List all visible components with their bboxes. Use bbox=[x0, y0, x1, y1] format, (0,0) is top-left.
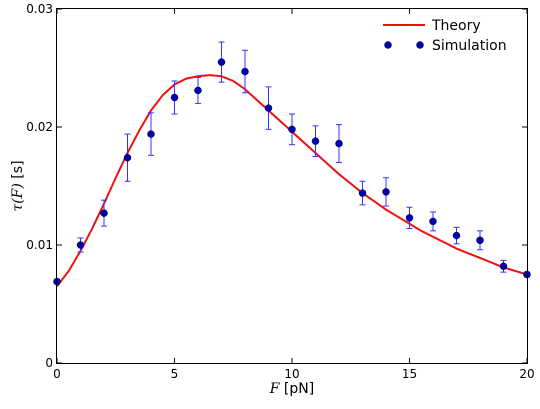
simulation-point bbox=[335, 139, 343, 148]
y-axis-label-unit: [s] bbox=[10, 160, 26, 183]
legend-simulation-label: Simulation bbox=[432, 38, 507, 54]
simulation-point bbox=[194, 86, 202, 95]
errorbars-layer bbox=[54, 41, 530, 285]
y-axis-label: τ(F) [s] bbox=[10, 160, 26, 211]
simulation-point bbox=[358, 189, 367, 197]
points-layer bbox=[53, 58, 531, 286]
x-tick-label: 20 bbox=[519, 367, 534, 381]
legend-simulation-marker bbox=[416, 41, 424, 49]
x-tick-label: 5 bbox=[171, 367, 179, 381]
simulation-point bbox=[382, 188, 390, 196]
y-tick-label: 0 bbox=[45, 356, 53, 370]
simulation-point bbox=[264, 104, 273, 112]
simulation-point bbox=[170, 93, 179, 102]
simulation-point bbox=[288, 125, 296, 134]
simulation-point bbox=[499, 262, 508, 270]
x-tick-label: 15 bbox=[402, 367, 417, 381]
simulation-point bbox=[405, 214, 414, 222]
legend: Theory Simulation bbox=[383, 18, 507, 54]
x-axis-label-unit: [pN] bbox=[279, 381, 314, 397]
simulation-point bbox=[217, 58, 226, 66]
simulation-point bbox=[76, 241, 85, 249]
plot-frame bbox=[56, 8, 528, 364]
simulation-point bbox=[123, 153, 132, 162]
legend-simulation-marker bbox=[384, 41, 392, 49]
y-tick-label: 0.03 bbox=[26, 2, 53, 16]
y-axis-label-variable: τ(F) bbox=[10, 183, 26, 211]
x-axis-label-variable: F bbox=[269, 381, 281, 397]
y-tick-label: 0.02 bbox=[26, 120, 53, 134]
x-tick-label: 0 bbox=[53, 367, 61, 381]
simulation-point bbox=[429, 217, 437, 226]
x-ticks-layer: 0 5 10 15 20 bbox=[53, 9, 535, 381]
simulation-point bbox=[147, 130, 155, 138]
simulation-point bbox=[311, 137, 320, 145]
x-axis-label: F [pN] bbox=[269, 381, 314, 397]
simulation-point bbox=[241, 67, 249, 76]
simulation-point bbox=[452, 231, 461, 240]
y-tick-label: 0.01 bbox=[26, 238, 53, 252]
x-tick-label: 10 bbox=[284, 367, 299, 381]
legend-theory-label: Theory bbox=[431, 18, 481, 34]
y-ticks-layer: 0 0.01 0.02 0.03 bbox=[26, 2, 527, 370]
simulation-point bbox=[476, 236, 484, 245]
simulation-point bbox=[100, 209, 108, 217]
